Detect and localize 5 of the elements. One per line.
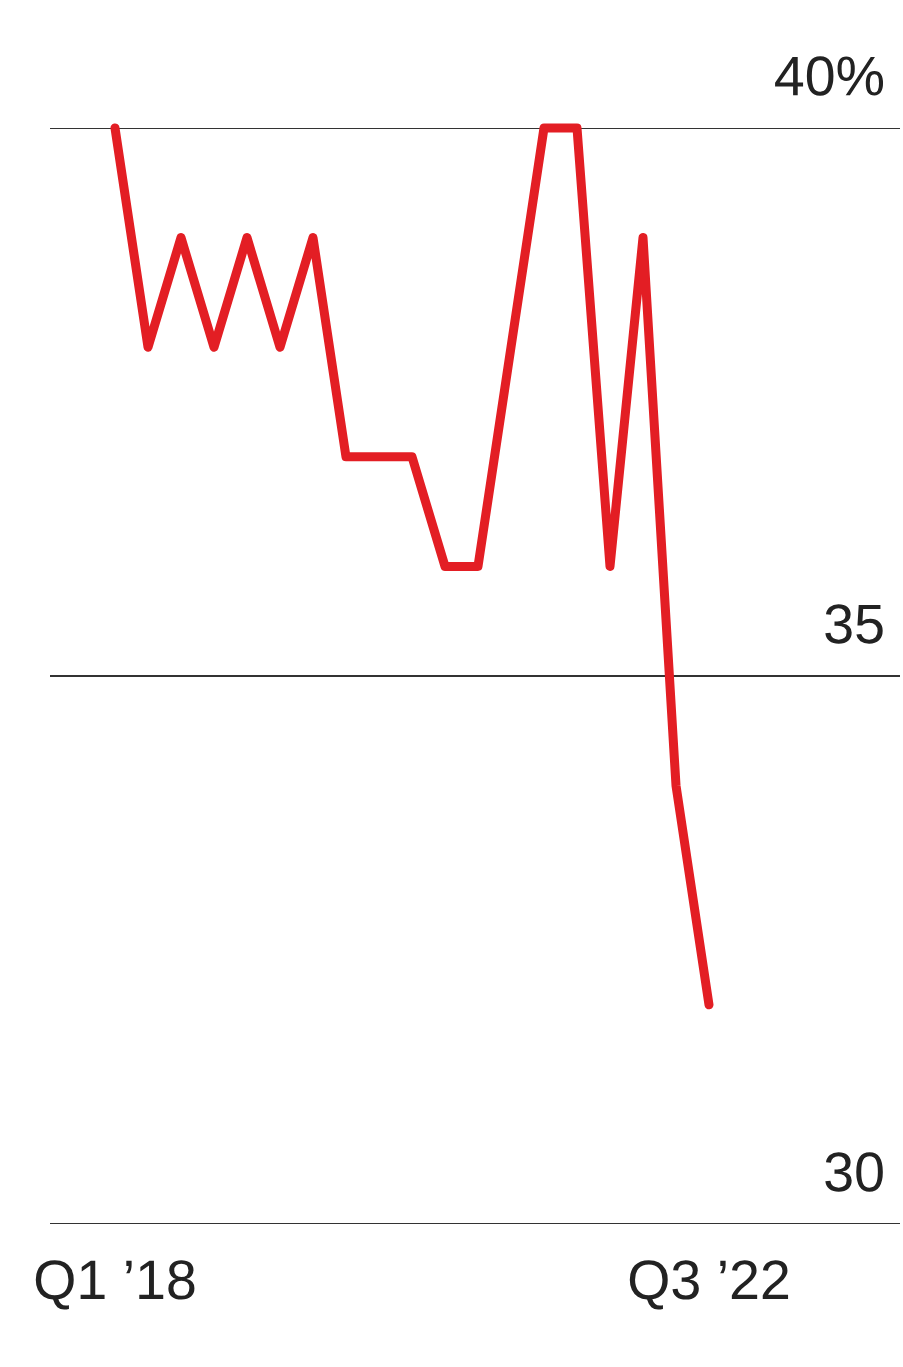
y-tick-label: 35 xyxy=(825,604,883,644)
y-tick-label: 40% xyxy=(775,56,884,96)
x-tick-label: Q3 ’22 xyxy=(629,1260,789,1310)
x-tick-label: Q1 ’18 xyxy=(35,1260,195,1310)
y-tick-label: 30 xyxy=(825,1152,883,1192)
